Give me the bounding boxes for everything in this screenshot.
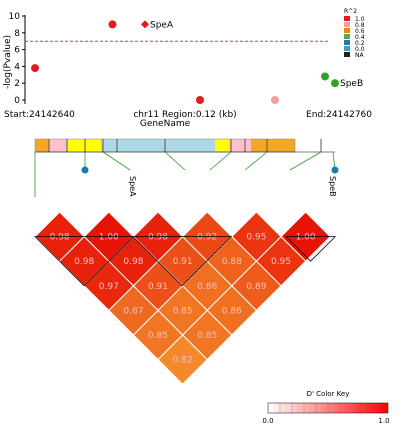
ld-cell-value: 0.82: [173, 356, 193, 366]
start-label: Start:24142640: [4, 110, 75, 120]
y-axis-ticks: 0 2 4 6 8 10: [9, 12, 25, 106]
ld-cell-value: 0.86: [197, 282, 217, 292]
r2-legend: R^2 1.00.80.60.40.20.0NA: [344, 8, 365, 59]
r2-legend-swatch: [344, 40, 350, 45]
snp-connector: [164, 151, 186, 171]
r2-legend-items: 1.00.80.60.40.20.0NA: [344, 16, 365, 59]
ld-cell-value: 0.86: [222, 306, 242, 316]
ld-heatmap: 0.98 1.00 0.98 0.92 0.95 1.00 0.98 0.98 0.91 0.88…: [34, 211, 337, 385]
gene-track-segment: [35, 139, 49, 152]
r2-legend-title: R^2: [344, 8, 357, 15]
gene-track-segment: [149, 139, 215, 152]
snp-connector: [289, 151, 322, 171]
y-tick-label: 10: [9, 12, 21, 22]
ld-cell-value: 0.85: [148, 331, 168, 341]
snp-point: [321, 72, 329, 81]
snp-point-label: SpeA: [150, 20, 174, 30]
r2-legend-label: 1.0: [355, 16, 365, 23]
snp-point-label: SpeB: [340, 79, 363, 89]
gene-track-segment: [67, 139, 87, 152]
gene-name-label: GeneName: [140, 119, 191, 129]
ld-block-outline: [285, 236, 337, 262]
gene-track-segment: [251, 139, 295, 152]
ld-cell-value: 1.00: [296, 233, 316, 243]
snp-point: [331, 79, 339, 88]
ld-cell-value: 0.85: [173, 306, 193, 316]
snp-point: [271, 96, 279, 104]
snp-marker-dot: [331, 166, 339, 174]
r2-legend-swatch: [344, 46, 350, 51]
snp-connector: [244, 151, 268, 171]
gene-track-segment: [101, 139, 149, 152]
gene-track-segment: [87, 139, 101, 152]
r2-legend-label: 0.0: [355, 46, 365, 53]
ld-cell-value: 0.91: [173, 257, 193, 267]
ld-cell-value: 0.97: [99, 282, 119, 292]
y-tick-label: 2: [14, 79, 20, 89]
r2-legend-swatch: [344, 34, 350, 39]
ld-cell-value: 0.98: [148, 233, 168, 243]
color-key-ticks: [267, 403, 389, 413]
ld-cell-value: 0.91: [148, 282, 168, 292]
ld-cell: [157, 334, 208, 385]
r2-legend-label: 0.8: [355, 22, 365, 29]
y-tick-label: 6: [14, 46, 20, 56]
y-tick-label: 0: [14, 96, 20, 106]
gene-track-segment: [215, 139, 229, 152]
association-scatter-panel: 0 2 4 6 8 10 -log(Pvalue) SpeA SpeB Start:2414…: [3, 12, 372, 129]
color-key-min-label: 0.0: [262, 417, 273, 425]
region-label: chr11 Region:0.12 (kb): [133, 110, 236, 120]
ld-cell-value: 0.95: [271, 257, 291, 267]
ld-cell-value: 0.89: [246, 282, 266, 292]
r2-legend-swatch: [344, 22, 350, 27]
y-tick-label: 8: [14, 29, 20, 39]
snp-marker-dot: [81, 166, 89, 174]
ld-block-outline: [132, 236, 233, 287]
ld-cell-value: 1.00: [99, 233, 119, 243]
gene-track-segment: [229, 139, 251, 152]
d-prime-color-key: D' Color Key 0.0 1.0: [262, 390, 389, 425]
y-axis-label: -log(Pvalue): [3, 35, 13, 89]
ld-cell-value: 0.95: [246, 233, 266, 243]
gene-track: SpeA SpeB: [34, 138, 339, 197]
snp-point: [196, 96, 204, 104]
y-tick-label: 4: [14, 62, 20, 72]
end-label: End:24142760: [306, 110, 372, 120]
r2-legend-label: NA: [355, 52, 364, 59]
ld-cell-value: 0.88: [222, 257, 242, 267]
ld-block-outline: [34, 236, 135, 287]
ld-cell-value: 0.98: [50, 233, 70, 243]
ld-cell-value: 0.87: [123, 306, 143, 316]
r2-legend-swatch: [344, 16, 350, 21]
r2-legend-label: 0.6: [355, 28, 365, 35]
r2-legend-swatch: [344, 28, 350, 33]
snp-track-label: SpeB: [328, 176, 337, 197]
gene-track-segment: [49, 139, 67, 152]
snp-point: [31, 64, 39, 73]
color-key-title: D' Color Key: [307, 390, 350, 398]
ld-cell-value: 0.98: [123, 257, 143, 267]
ld-cell-value: 0.92: [197, 233, 217, 243]
ld-cell-value: 0.98: [74, 257, 94, 267]
snp-track-label: SpeA: [128, 176, 137, 197]
snp-connector: [209, 151, 232, 171]
r2-legend-label: 0.2: [355, 40, 365, 47]
r2-legend-label: 0.4: [355, 34, 365, 41]
snp-point: [108, 20, 117, 29]
snp-connector: [102, 151, 131, 171]
ld-cell-value: 0.85: [197, 331, 217, 341]
snp-point-diamond: [141, 20, 149, 29]
color-key-max-label: 1.0: [378, 417, 389, 425]
r2-legend-swatch: [344, 52, 350, 57]
snp-points: SpeA SpeB: [31, 20, 363, 104]
